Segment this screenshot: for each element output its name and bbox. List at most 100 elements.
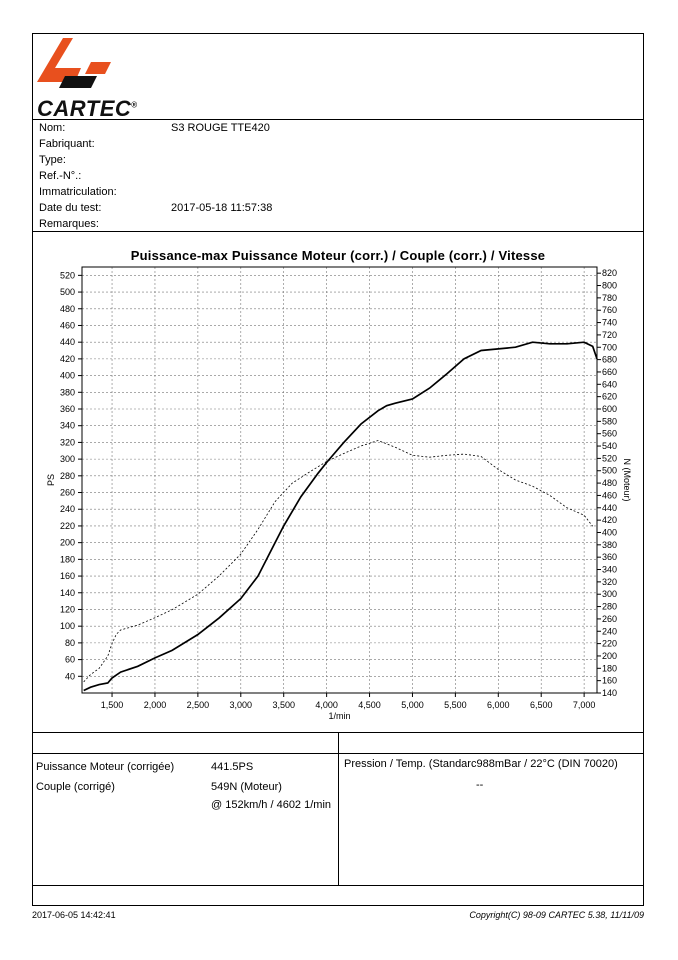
y-left-tick-label: 360 — [60, 404, 75, 414]
y-left-tick-label: 440 — [60, 337, 75, 347]
y-right-tick-label: 440 — [602, 503, 617, 513]
y-right-tick-label: 340 — [602, 565, 617, 575]
x-tick-label: 6,500 — [530, 700, 553, 710]
y-left-tick-label: 240 — [60, 504, 75, 514]
y-left-tick-label: 500 — [60, 287, 75, 297]
y-left-tick-label: 120 — [60, 604, 75, 614]
results-divider — [338, 732, 339, 885]
y-right-tick-label: 580 — [602, 416, 617, 426]
report-frame: CARTEC® Nom: S3 ROUGE TTE420 Fabriquant: Ty… — [32, 33, 644, 906]
info-label: Nom: — [39, 122, 66, 134]
info-label: Remarques: — [39, 218, 99, 230]
x-tick-label: 5,500 — [444, 700, 467, 710]
y-left-tick-label: 340 — [60, 421, 75, 431]
x-tick-label: 7,000 — [573, 700, 596, 710]
y-right-tick-label: 640 — [602, 379, 617, 389]
y-right-tick-label: 700 — [602, 342, 617, 352]
y-right-tick-label: 280 — [602, 602, 617, 612]
y-right-tick-label: 660 — [602, 367, 617, 377]
x-tick-label: 3,000 — [230, 700, 253, 710]
info-label: Ref.-N°.: — [39, 170, 82, 182]
y-right-tick-label: 480 — [602, 478, 617, 488]
y-right-tick-label: 380 — [602, 540, 617, 550]
y-right-tick-label: 520 — [602, 453, 617, 463]
x-tick-label: 2,500 — [187, 700, 210, 710]
power-value: 441.5PS — [211, 761, 254, 773]
y-left-tick-label: 300 — [60, 454, 75, 464]
x-axis-label: 1/min — [328, 711, 350, 721]
info-value: S3 ROUGE TTE420 — [171, 122, 270, 134]
y-left-tick-label: 140 — [60, 588, 75, 598]
cartec-logo: CARTEC® — [35, 36, 145, 121]
y-left-tick-label: 160 — [60, 571, 75, 581]
y-left-tick-label: 480 — [60, 304, 75, 314]
torque-label: Couple (corrigé) — [36, 781, 115, 793]
y-left-tick-label: 420 — [60, 354, 75, 364]
y-right-axis-label: N (Moteur) — [622, 458, 632, 501]
chart-title: Puissance-max Puissance Moteur (corr.) /… — [130, 248, 546, 263]
y-left-tick-label: 80 — [65, 638, 75, 648]
divider — [33, 231, 643, 232]
y-left-tick-label: 200 — [60, 538, 75, 548]
y-left-tick-label: 260 — [60, 488, 75, 498]
torque-at: @ 152km/h / 4602 1/min — [211, 799, 332, 811]
conditions-value: -- — [476, 779, 484, 791]
plot-area — [81, 266, 598, 694]
info-label: Immatriculation: — [39, 186, 117, 198]
y-left-tick-label: 280 — [60, 471, 75, 481]
y-left-axis-label: PS — [46, 474, 56, 486]
x-tick-label: 1,500 — [101, 700, 124, 710]
y-right-tick-label: 820 — [602, 268, 617, 278]
y-right-tick-label: 620 — [602, 392, 617, 402]
y-left-tick-label: 520 — [60, 270, 75, 280]
y-left-tick-label: 60 — [65, 655, 75, 665]
y-left-tick-label: 460 — [60, 320, 75, 330]
x-tick-label: 4,500 — [358, 700, 381, 710]
cartec-logo-icon — [37, 38, 111, 88]
y-right-tick-label: 460 — [602, 490, 617, 500]
y-right-tick-label: 680 — [602, 355, 617, 365]
x-tick-label: 5,000 — [401, 700, 424, 710]
y-right-tick-label: 220 — [602, 639, 617, 649]
info-label: Fabriquant: — [39, 138, 95, 150]
footer-date: 2017-06-05 14:42:41 — [32, 910, 116, 920]
y-right-tick-label: 160 — [602, 676, 617, 686]
info-label: Date du test: — [39, 202, 102, 214]
y-right-tick-label: 760 — [602, 305, 617, 315]
y-right-tick-label: 600 — [602, 404, 617, 414]
y-right-tick-label: 400 — [602, 527, 617, 537]
torque-value: 549N (Moteur) — [211, 781, 282, 793]
y-right-tick-label: 780 — [602, 293, 617, 303]
conditions-label: Pression / Temp. (Standarc988mBar / 22°C… — [344, 758, 618, 770]
y-left-tick-label: 400 — [60, 371, 75, 381]
y-right-tick-label: 420 — [602, 515, 617, 525]
y-left-tick-label: 100 — [60, 621, 75, 631]
y-right-tick-label: 800 — [602, 281, 617, 291]
y-right-tick-label: 200 — [602, 651, 617, 661]
y-right-tick-label: 740 — [602, 318, 617, 328]
y-right-tick-label: 240 — [602, 626, 617, 636]
y-left-tick-label: 380 — [60, 387, 75, 397]
y-right-tick-label: 260 — [602, 614, 617, 624]
power-series-line — [83, 341, 598, 692]
y-right-tick-label: 500 — [602, 466, 617, 476]
x-tick-label: 6,000 — [487, 700, 510, 710]
info-label: Type: — [39, 154, 66, 166]
x-tick-label: 3,500 — [272, 700, 295, 710]
torque-series-line — [83, 440, 594, 683]
y-right-tick-label: 180 — [602, 663, 617, 673]
y-left-tick-label: 220 — [60, 521, 75, 531]
logo-text: CARTEC® — [37, 96, 138, 121]
divider — [33, 885, 643, 886]
y-right-tick-label: 720 — [602, 330, 617, 340]
y-right-tick-label: 560 — [602, 429, 617, 439]
info-value: 2017-05-18 11:57:38 — [171, 202, 273, 214]
y-right-tick-label: 320 — [602, 577, 617, 587]
y-right-tick-label: 140 — [602, 688, 617, 698]
power-label: Puissance Moteur (corrigée) — [36, 761, 175, 773]
y-right-tick-label: 540 — [602, 441, 617, 451]
divider — [33, 119, 643, 120]
y-left-tick-label: 180 — [60, 554, 75, 564]
y-right-tick-label: 300 — [602, 589, 617, 599]
